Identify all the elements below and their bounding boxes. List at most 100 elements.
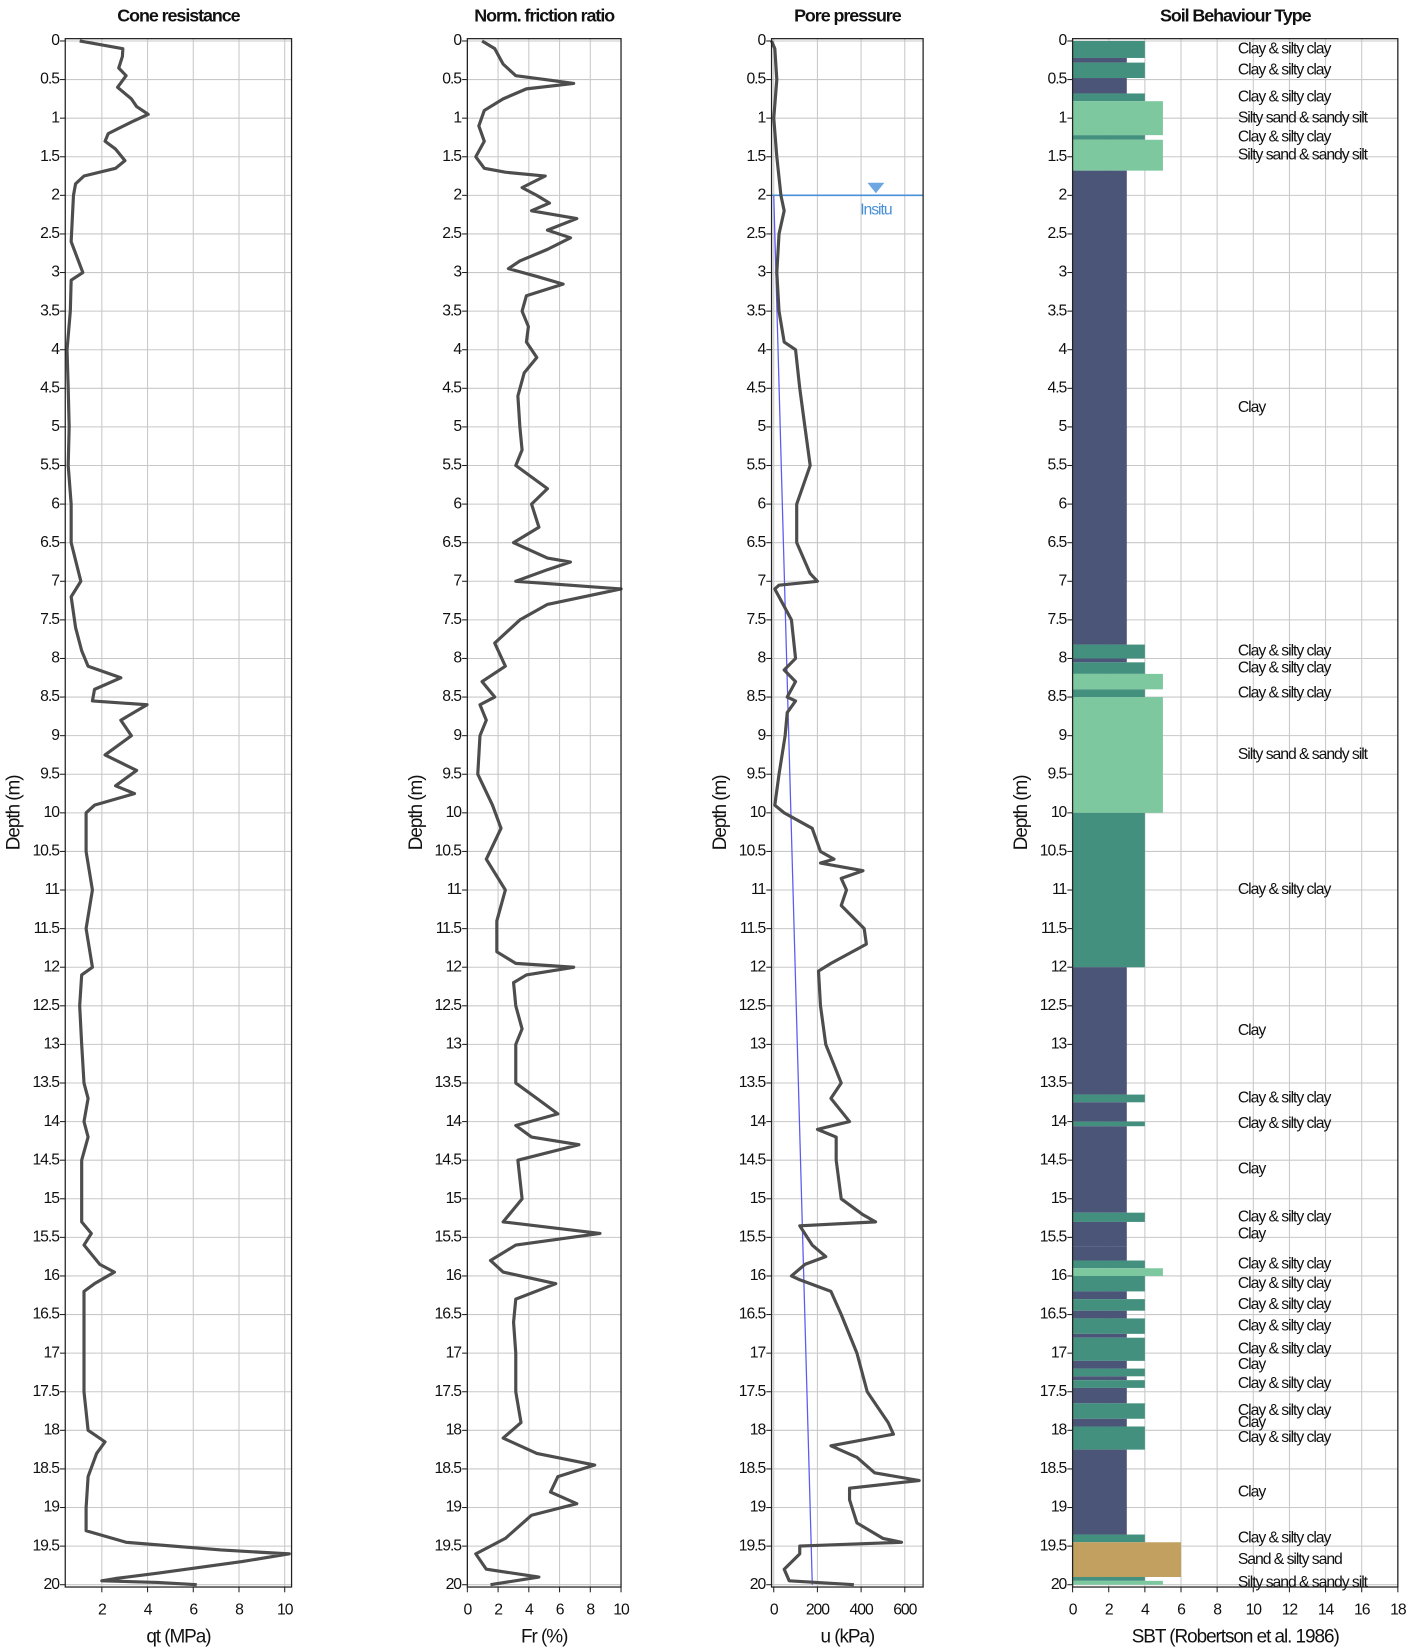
sbt-layer (1072, 1299, 1145, 1311)
x-tick-label: 16 (1354, 1601, 1371, 1618)
sbt-layer (1072, 662, 1145, 674)
sbt-layer (1072, 1387, 1127, 1404)
y-tick-label: 1 (758, 109, 766, 126)
x-axis-label: SBT (Robertson et al. 1986) (1132, 1627, 1340, 1648)
y-tick-label: 11.5 (34, 920, 61, 937)
sbt-label: Clay & silty clay (1238, 88, 1332, 105)
y-tick-label: 18 (44, 1422, 61, 1439)
y-tick-label: 15 (1051, 1190, 1068, 1207)
x-tick-label: 2 (494, 1601, 502, 1618)
y-tick-label: 9.5 (746, 765, 766, 782)
x-axis-label: qt (MPa) (146, 1627, 211, 1648)
hydrostatic-line (773, 195, 813, 1585)
x-tick-label: 0 (1069, 1601, 1078, 1618)
y-tick-label: 18.5 (739, 1460, 767, 1477)
y-tick-label: 19.5 (435, 1537, 463, 1554)
y-tick-label: 14 (44, 1113, 61, 1130)
sbt-label: Silty sand & sandy silt (1238, 746, 1369, 763)
y-tick-label: 10 (1051, 804, 1068, 821)
y-tick-label: 7 (1059, 572, 1067, 589)
y-tick-label: 17.5 (739, 1383, 767, 1400)
sbt-label: Clay & silty clay (1238, 1296, 1332, 1313)
panel-title: Soil Behaviour Type (1160, 5, 1312, 25)
sbt-label: Clay (1238, 399, 1266, 416)
y-tick-label: 7.5 (442, 611, 462, 628)
y-tick-label: 15 (446, 1190, 463, 1207)
y-tick-label: 14.5 (435, 1151, 463, 1168)
sbt-layer (1072, 135, 1145, 140)
y-tick-label: 4.5 (746, 379, 766, 396)
y-tick-label: 17 (44, 1344, 60, 1361)
sbt-layer (1072, 1260, 1145, 1269)
x-tick-label: 14 (1318, 1601, 1335, 1618)
sbt-layer (1072, 1576, 1145, 1581)
sbt-label: Clay & silty clay (1238, 1208, 1332, 1225)
sbt-label: Clay & silty clay (1238, 1340, 1332, 1357)
y-tick-label: 13 (750, 1036, 767, 1053)
y-tick-label: 14.5 (739, 1151, 767, 1168)
y-tick-label: 19 (750, 1499, 767, 1516)
y-tick-label: 19 (446, 1499, 463, 1516)
y-tick-label: 0 (758, 32, 767, 49)
x-axis-label: Fr (%) (521, 1627, 568, 1648)
x-tick-label: 18 (1390, 1601, 1407, 1618)
y-tick-label: 2.5 (442, 225, 462, 242)
y-tick-label: 6.5 (442, 534, 462, 551)
y-tick-label: 2 (51, 187, 59, 204)
y-tick-label: 8 (51, 650, 60, 667)
y-tick-label: 9.5 (442, 765, 462, 782)
sbt-label: Clay (1238, 1356, 1266, 1373)
data-line (474, 39, 623, 1587)
x-tick-label: 8 (586, 1601, 595, 1618)
y-tick-label: 10.5 (1040, 843, 1068, 860)
sbt-label: Silty sand & sandy silt (1238, 146, 1369, 163)
panel-title: Pore pressure (794, 5, 902, 25)
sbt-layer (1072, 1318, 1145, 1334)
y-tick-label: 19 (1051, 1499, 1068, 1516)
y-tick-label: 6 (51, 495, 60, 512)
sbt-layer (1072, 1534, 1145, 1543)
y-tick-label: 3.5 (40, 302, 60, 319)
sbt-label: Clay (1238, 1225, 1266, 1242)
y-tick-label: 12.5 (1040, 997, 1068, 1014)
data-line (65, 39, 291, 1587)
y-tick-label: 0 (453, 32, 462, 49)
y-tick-label: 9.5 (1048, 765, 1068, 782)
sbt-label: Clay & silty clay (1238, 643, 1332, 660)
y-tick-label: 17 (1051, 1344, 1067, 1361)
x-tick-label: 200 (806, 1601, 830, 1618)
sbt-layer (1072, 812, 1145, 968)
y-tick-label: 13.5 (32, 1074, 60, 1091)
sbt-layer (1072, 1368, 1145, 1377)
sbt-layer (1072, 1268, 1163, 1276)
y-axis-label: Depth (m) (1011, 775, 1032, 850)
y-axis-label: Depth (m) (406, 775, 427, 850)
y-tick-label: 5 (758, 418, 767, 435)
y-tick-label: 18.5 (32, 1460, 60, 1477)
y-tick-label: 0.5 (40, 71, 60, 88)
y-tick-label: 5.5 (40, 457, 60, 474)
x-tick-label: 12 (1282, 1601, 1298, 1618)
sbt-layer (1072, 1212, 1145, 1222)
sbt-label: Clay (1238, 1414, 1266, 1431)
sbt-layer (1072, 689, 1145, 698)
y-tick-label: 19.5 (32, 1537, 60, 1554)
y-tick-label: 11 (1052, 881, 1067, 898)
sbt-layer (1072, 62, 1145, 79)
sbt-layer (1072, 1121, 1145, 1127)
y-tick-label: 7.5 (1048, 611, 1068, 628)
y-tick-label: 6.5 (40, 534, 60, 551)
sbt-label: Silty sand & sandy silt (1238, 109, 1369, 126)
x-tick-label: 6 (189, 1601, 198, 1618)
y-tick-label: 3.5 (1048, 302, 1068, 319)
sbt-layer (1072, 697, 1163, 813)
y-tick-label: 1.5 (746, 148, 766, 165)
y-tick-label: 18 (446, 1422, 463, 1439)
sbt-label: Clay & silty clay (1238, 1375, 1332, 1392)
y-tick-label: 4 (453, 341, 462, 358)
sbt-layer (1072, 1102, 1127, 1122)
y-tick-label: 3 (453, 264, 462, 281)
sbt-layer (1072, 1542, 1182, 1577)
sbt-layer (1072, 1580, 1163, 1585)
